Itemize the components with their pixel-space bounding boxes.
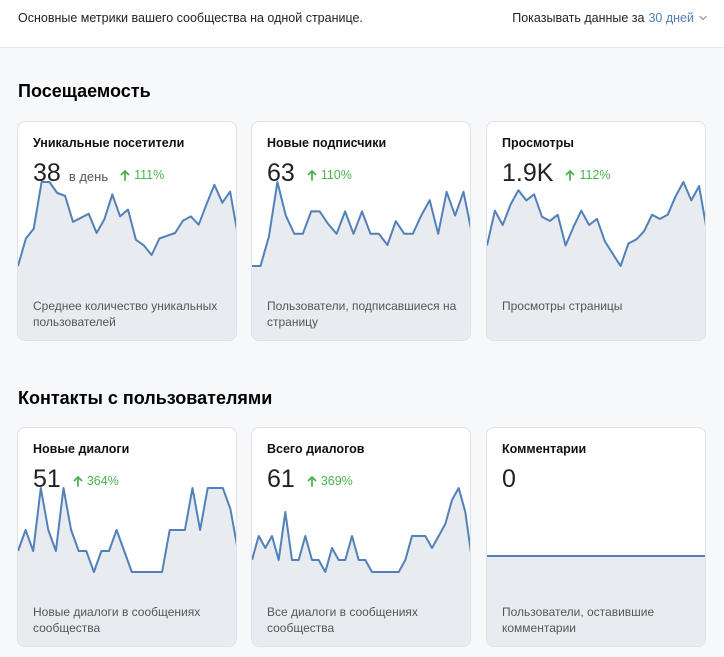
card-title: Уникальные посетители [33,136,185,150]
card-title: Новые подписчики [267,136,387,150]
trend-badge: 364% [73,474,119,488]
metric-unit: в день [68,169,109,184]
metric-card-views[interactable]: Просмотры 1.9K 112% Просмотры страницы [486,121,706,341]
trend-percent: 369% [320,474,353,488]
sparkline-line [252,181,470,267]
trend-percent: 111% [134,168,165,182]
period-value[interactable]: 30 дней [648,11,694,25]
card-description: Просмотры страницы [502,299,623,313]
metric-card-comments[interactable]: Комментарии 0 Пользователи, оставившие ком… [486,427,706,647]
arrow-up-icon [566,170,575,181]
card-title: Новые диалоги [33,442,130,456]
sparkline-area [252,488,470,646]
trend-percent: 364% [86,474,119,488]
card-description: Пользователи, оставившие комментарии [502,605,655,635]
section-title-contacts: Контакты с пользователями [18,388,273,408]
top-bar: Основные метрики вашего сообщества на од… [0,0,724,48]
sparkline-line [18,181,236,267]
sparkline-area [487,182,705,340]
card-description: Все диалоги в сообщениях сообщества [267,605,418,635]
sparkline-chart [18,428,236,646]
card-value-row: 1.9K 112% [502,159,610,188]
sparkline-area [252,182,470,340]
period-label: Показывать данные за [512,11,645,25]
metric-value: 0 [502,465,516,493]
metric-value: 61 [267,465,295,493]
metric-card-unique-visitors[interactable]: Уникальные посетители 38 в день 111% Среднее… [17,121,237,341]
section-title-attendance: Посещаемость [18,81,151,101]
arrow-up-icon [307,476,317,487]
chevron-down-icon [699,15,707,21]
trend-badge: 111% [120,168,164,182]
period-selector[interactable]: Показывать данные за 30 дней [512,11,708,25]
sparkline-chart [487,122,705,340]
metric-card-new-subscribers[interactable]: Новые подписчики 63 110% Пользователи, подп… [251,121,471,341]
sparkline-chart [252,428,470,646]
sparkline-chart [487,428,705,646]
metric-card-new-dialogs[interactable]: Новые диалоги 51 364% Новые диалоги в сообщ… [17,427,237,647]
sparkline-line [487,181,705,267]
card-description: Пользователи, подписавшиеся на страницу [267,299,457,329]
trend-badge: 369% [307,474,353,488]
arrow-up-icon [73,476,83,487]
trend-percent: 110% [320,168,352,182]
metric-value: 1.9K [502,159,554,187]
trend-percent: 112% [579,168,611,182]
card-title: Просмотры [502,136,574,150]
card-title: Комментарии [502,442,587,456]
card-value-row: 63 110% [267,159,352,188]
card-value-row: 51 364% [33,465,119,494]
metric-value: 51 [33,465,61,493]
sparkline-line [18,487,236,573]
card-value-row: 0 [502,465,516,494]
sparkline-line [252,487,470,573]
card-description: Среднее количество уникальных пользовате… [33,299,218,329]
arrow-up-icon [307,170,317,181]
metric-value: 38 [33,159,61,187]
metric-card-total-dialogs[interactable]: Всего диалогов 61 369% Все диалоги в сообще… [251,427,471,647]
card-value-row: 38 в день 111% [33,159,164,188]
metric-value: 63 [267,159,295,187]
sparkline-chart [18,122,236,340]
sparkline-area [487,556,705,646]
sparkline-chart [252,122,470,340]
arrow-up-icon [120,170,130,181]
trend-badge: 112% [565,168,610,182]
card-value-row: 61 369% [267,465,353,494]
card-title: Всего диалогов [267,442,365,456]
trend-badge: 110% [307,168,352,182]
page-description: Основные метрики вашего сообщества на од… [18,11,363,25]
sparkline-area [18,488,236,646]
card-description: Новые диалоги в сообщениях сообщества [33,605,201,635]
